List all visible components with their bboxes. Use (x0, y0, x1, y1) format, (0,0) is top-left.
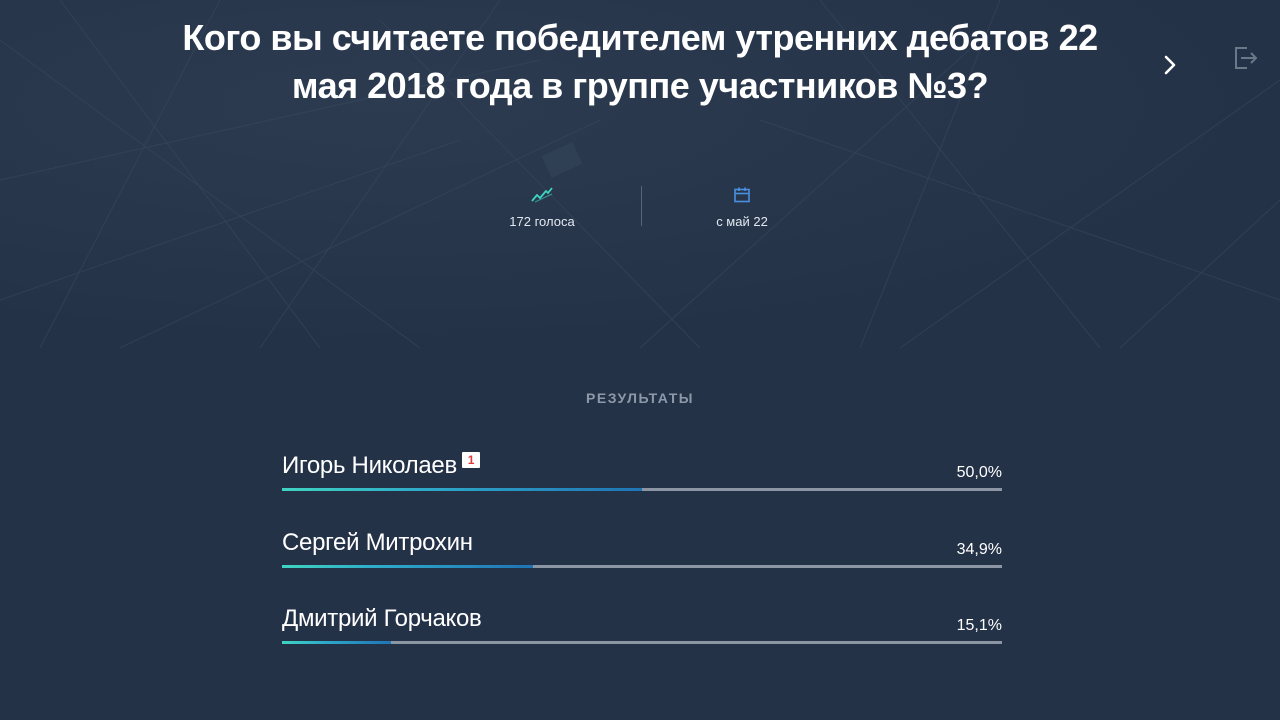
result-percent: 50,0% (956, 464, 1002, 481)
candidate-name: Сергей Митрохин (282, 529, 473, 556)
rank-badge: 1 (461, 452, 480, 468)
result-bar-fill (282, 488, 642, 491)
date-stat: с май 22 (642, 184, 842, 229)
exit-button[interactable] (1228, 42, 1262, 74)
candidate-name: Игорь Николаев (282, 452, 457, 479)
stats-divider (641, 186, 642, 226)
results-heading: РЕЗУЛЬТАТЫ (586, 390, 694, 406)
candidate-name: Дмитрий Горчаков (282, 605, 482, 632)
result-bar-fill (282, 641, 391, 644)
result-row: Сергей Митрохин 34,9% (282, 529, 1002, 575)
poll-title-line1: Кого вы считаете победителем утренних де… (182, 17, 1098, 58)
candidate-name-wrap: Сергей Митрохин (282, 529, 473, 557)
poll-title-line2: мая 2018 года в группе участников №3? (291, 65, 989, 106)
result-bar-track (282, 488, 1002, 491)
candidate-name-wrap: Игорь Николаев 1 (282, 452, 480, 480)
trend-line-icon (531, 187, 553, 203)
candidate-name-wrap: Дмитрий Горчаков (282, 605, 482, 633)
result-percent: 15,1% (956, 617, 1002, 634)
result-bar-track (282, 565, 1002, 568)
hero-header: Кого вы считаете победителем утренних де… (0, 0, 1280, 348)
result-row: Игорь Николаев 1 50,0% (282, 452, 1002, 498)
poll-title: Кого вы считаете победителем утренних де… (160, 14, 1120, 110)
date-label: с май 22 (716, 214, 768, 229)
votes-count: 172 голоса (509, 214, 575, 229)
background-pattern (0, 0, 1280, 348)
result-row: Дмитрий Горчаков 15,1% (282, 605, 1002, 651)
result-bar-track (282, 641, 1002, 644)
exit-icon (1235, 47, 1258, 69)
next-button[interactable] (1156, 50, 1184, 80)
calendar-icon (734, 187, 750, 203)
chevron-right-icon (1164, 55, 1176, 75)
result-percent: 34,9% (956, 541, 1002, 558)
votes-stat: 172 голоса (442, 184, 642, 229)
result-bar-fill (282, 565, 534, 568)
